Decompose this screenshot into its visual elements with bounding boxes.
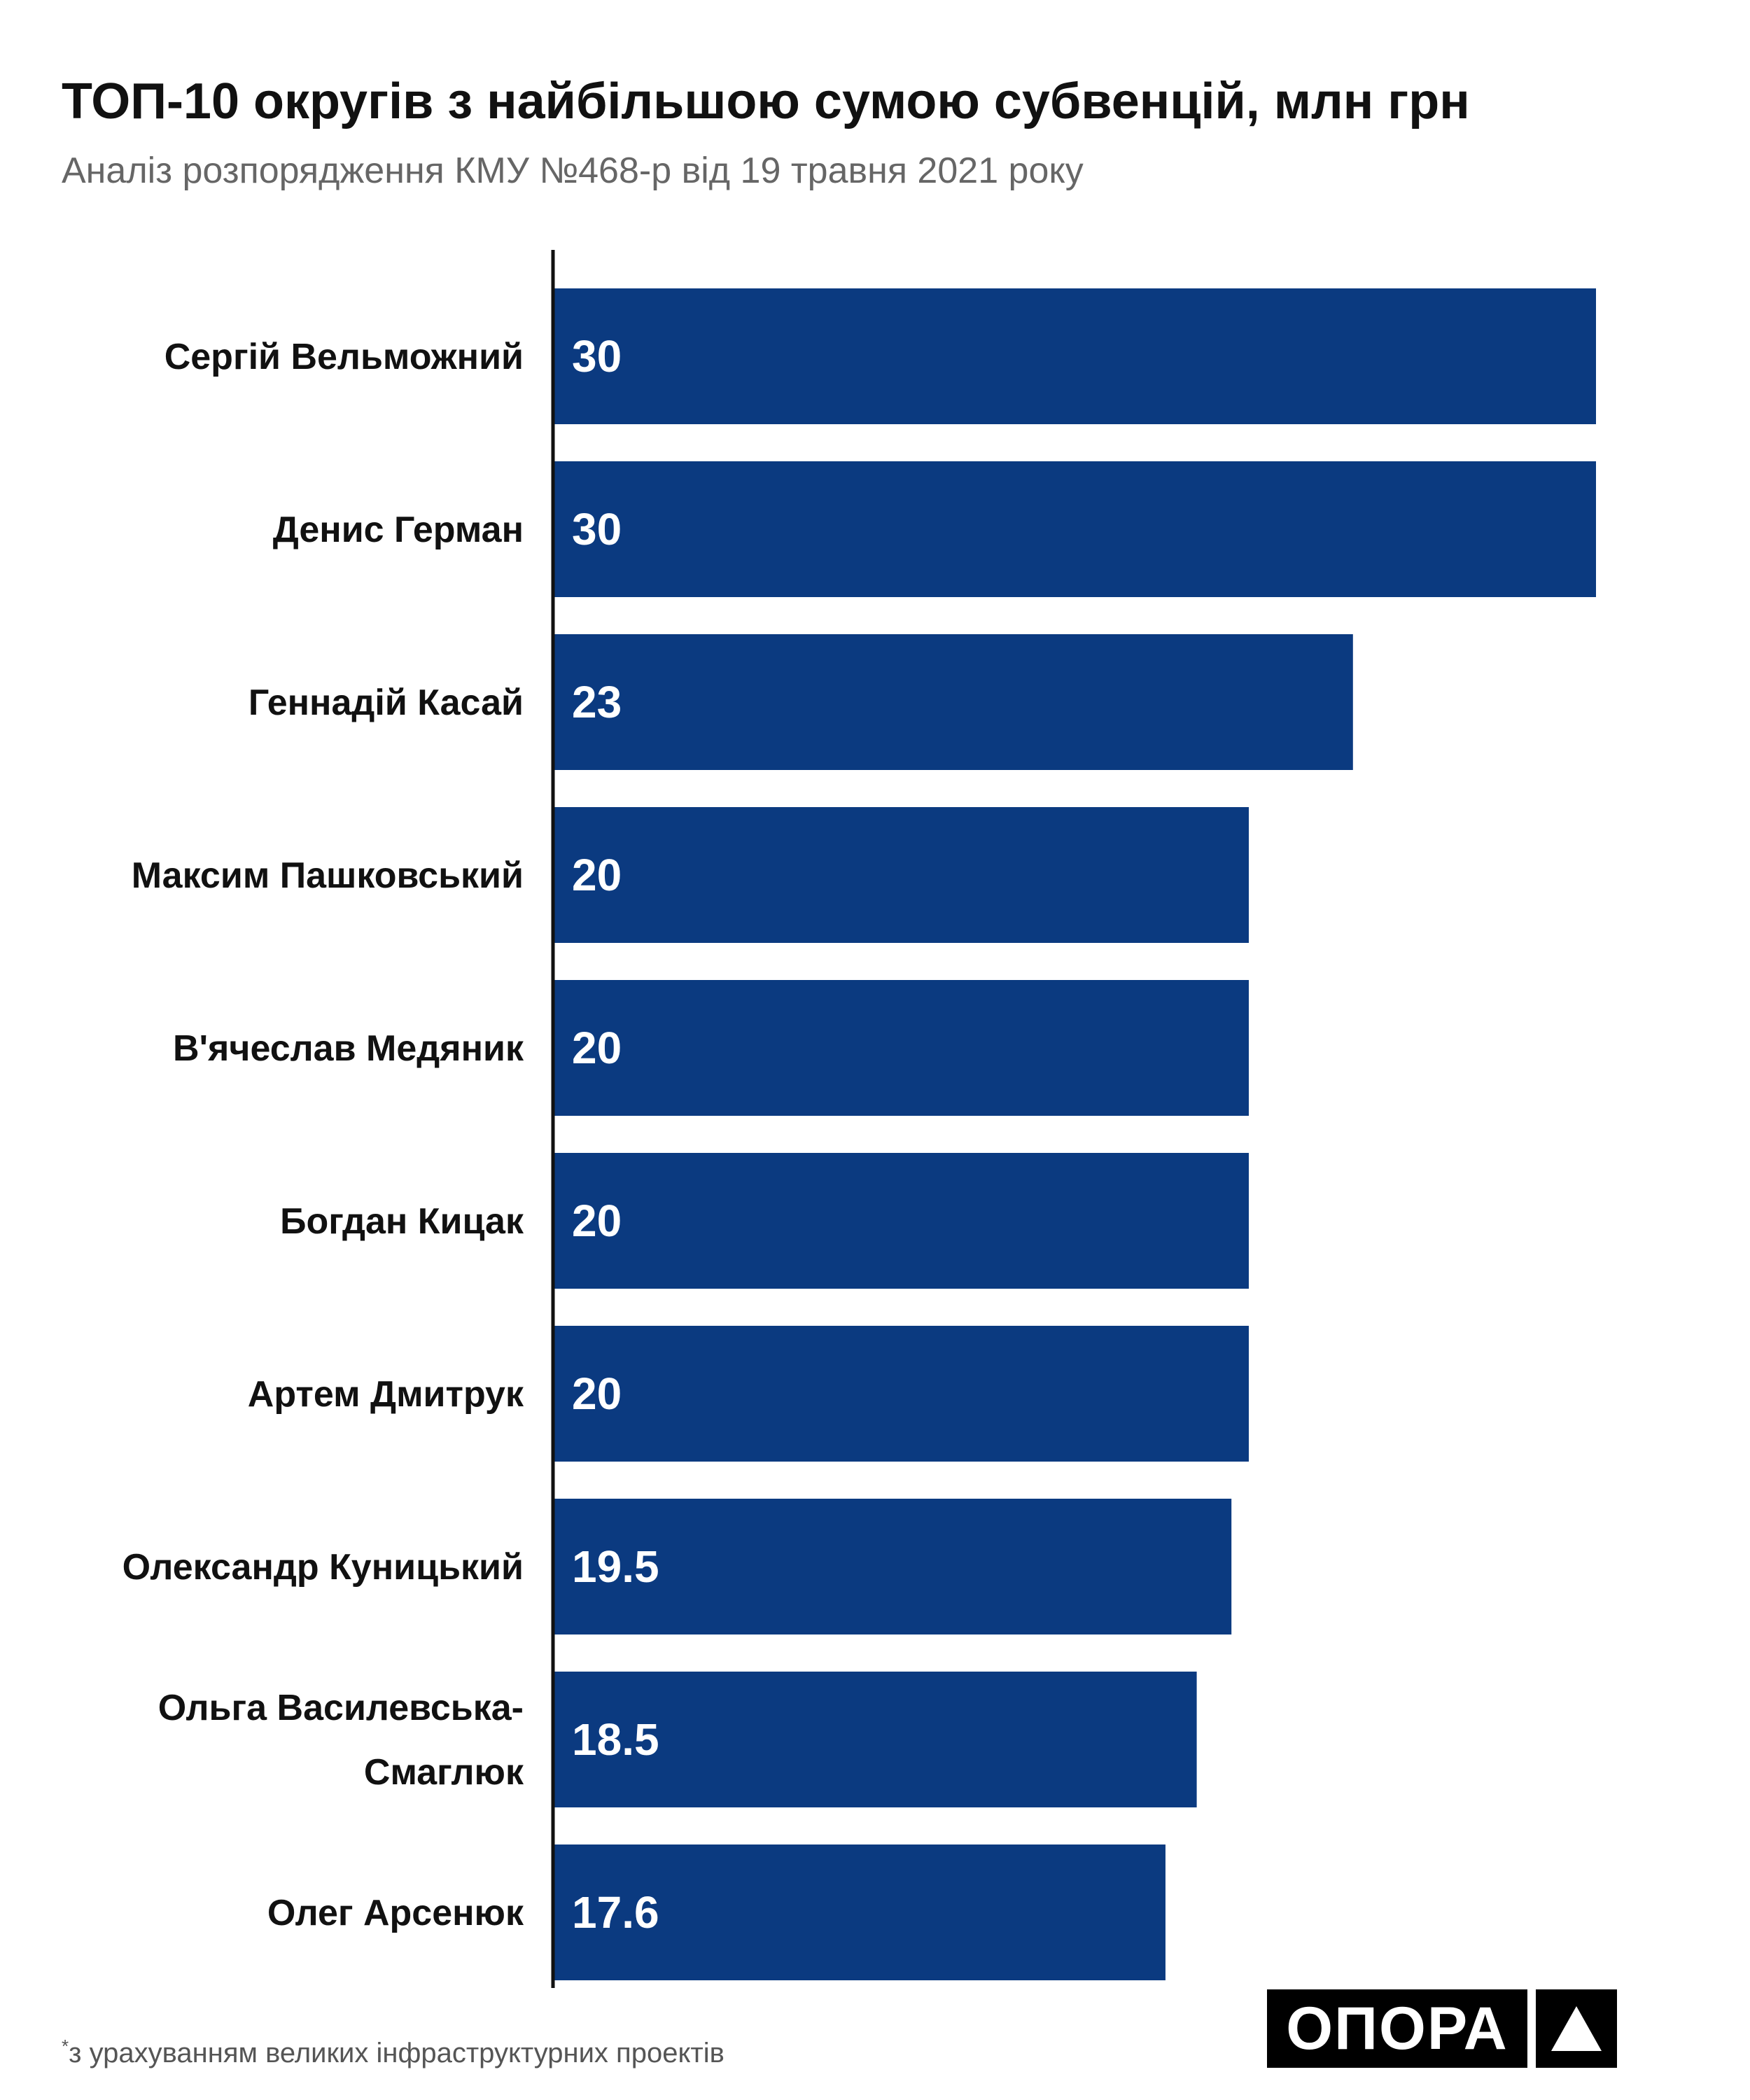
category-label: Ольга Василевська-Смаглюк xyxy=(158,1688,524,1793)
category-label: Денис Герман xyxy=(273,510,524,550)
bar-value-label: 30 xyxy=(572,331,622,382)
bar xyxy=(554,288,1596,424)
bar xyxy=(554,1499,1232,1634)
bar-value-label: 20 xyxy=(572,1023,622,1073)
category-label: Олександр Куницький xyxy=(122,1547,524,1588)
footnote: *з урахуванням великих інфраструктурних … xyxy=(62,2036,724,2069)
bar xyxy=(554,1153,1249,1289)
bar-value-label: 19.5 xyxy=(572,1541,659,1592)
category-label: Богдан Кицак xyxy=(280,1201,524,1242)
bar-value-label: 23 xyxy=(572,677,622,727)
bar-value-label: 17.6 xyxy=(572,1887,659,1938)
category-label: Артем Дмитрук xyxy=(248,1374,524,1415)
brand-name: ОПОРА xyxy=(1267,1989,1527,2068)
triangle-icon xyxy=(1536,1989,1617,2068)
footnote-text: з урахуванням великих інфраструктурних п… xyxy=(69,2038,724,2068)
bar xyxy=(554,807,1249,943)
bar xyxy=(554,1844,1166,1980)
bar-value-label: 18.5 xyxy=(572,1714,659,1765)
bar-value-label: 20 xyxy=(572,1368,622,1419)
category-label: Сергій Вельможний xyxy=(164,337,524,377)
bar-value-label: 20 xyxy=(572,850,622,900)
category-label: Геннадій Касай xyxy=(248,682,524,723)
bar-value-label: 30 xyxy=(572,504,622,554)
brand-logo: ОПОРА xyxy=(1267,1989,1617,2068)
bar xyxy=(554,980,1249,1116)
bar xyxy=(554,1672,1197,1807)
bar-value-label: 20 xyxy=(572,1196,622,1246)
bar xyxy=(554,1326,1249,1462)
chart-title: ТОП-10 округів з найбільшою сумою субвен… xyxy=(62,74,1470,130)
bar xyxy=(554,461,1596,597)
bars-layer: 30 Сергій Вельможний 30 Денис Герман 23 Генна… xyxy=(122,288,1596,1980)
brand-logo-gap xyxy=(1527,1989,1536,2068)
footnote-marker: * xyxy=(62,2036,69,2057)
bar xyxy=(554,634,1353,770)
category-label: Олег Арсенюк xyxy=(267,1893,524,1933)
category-label: В'ячеслав Медяник xyxy=(173,1028,524,1069)
category-label: Максим Пашковський xyxy=(132,855,524,896)
chart-subtitle: Аналіз розпорядження КМУ №468-р від 19 т… xyxy=(62,150,1084,191)
